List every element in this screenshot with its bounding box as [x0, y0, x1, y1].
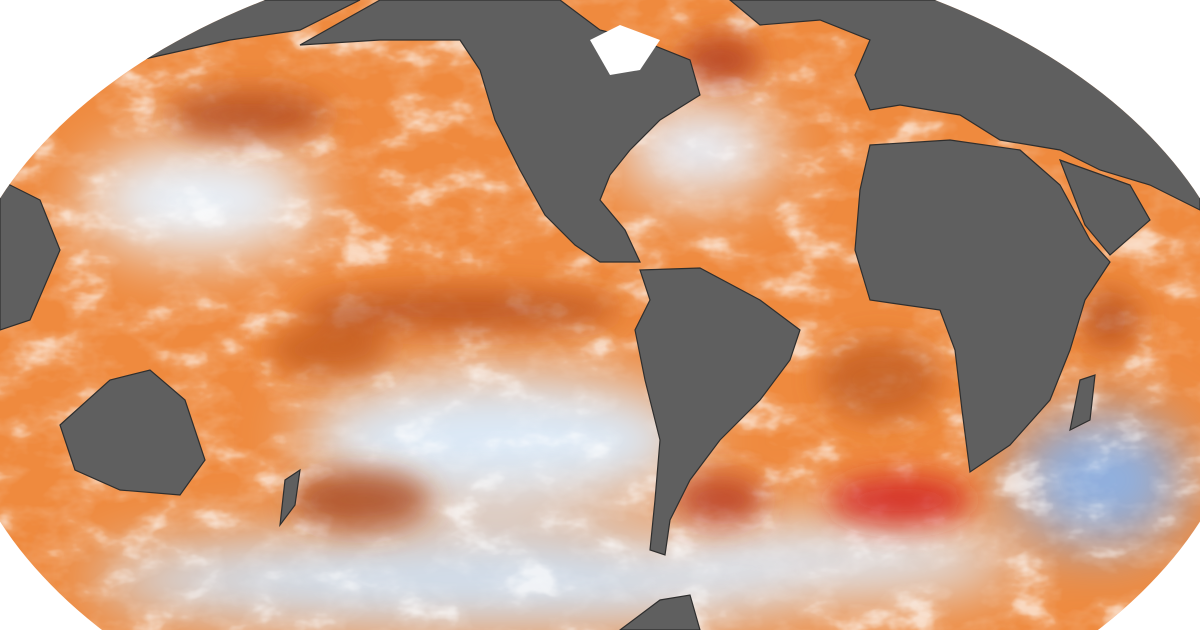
new-zealand — [279, 468, 301, 528]
south-america — [634, 267, 801, 556]
greenland-ice — [590, 25, 660, 75]
southeast-asia — [0, 179, 61, 331]
antarctic-peninsula — [618, 594, 701, 630]
africa — [854, 139, 1111, 474]
warm-anomalies — [170, 35, 1140, 530]
madagascar — [1069, 374, 1096, 432]
arabia — [1058, 158, 1151, 256]
australia — [59, 369, 206, 496]
